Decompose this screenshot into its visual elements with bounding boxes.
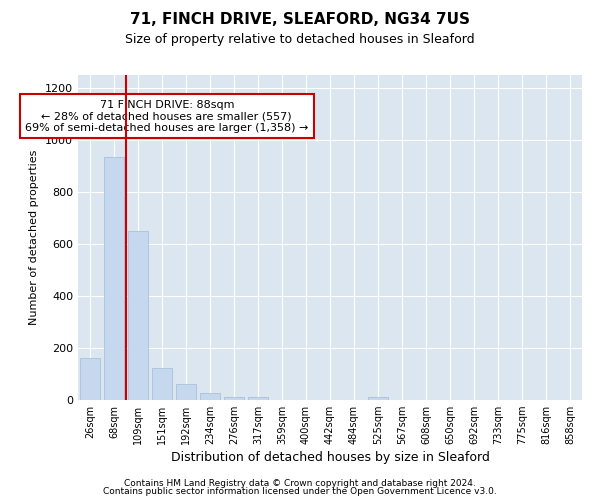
Y-axis label: Number of detached properties: Number of detached properties xyxy=(29,150,40,325)
Text: 71, FINCH DRIVE, SLEAFORD, NG34 7US: 71, FINCH DRIVE, SLEAFORD, NG34 7US xyxy=(130,12,470,28)
Bar xyxy=(200,392,220,400)
Text: 71 FINCH DRIVE: 88sqm
← 28% of detached houses are smaller (557)
69% of semi-det: 71 FINCH DRIVE: 88sqm ← 28% of detached … xyxy=(25,100,308,133)
Bar xyxy=(104,157,124,400)
Bar xyxy=(128,231,148,400)
Bar xyxy=(80,358,100,400)
Bar xyxy=(248,396,268,400)
Text: Size of property relative to detached houses in Sleaford: Size of property relative to detached ho… xyxy=(125,32,475,46)
X-axis label: Distribution of detached houses by size in Sleaford: Distribution of detached houses by size … xyxy=(170,452,490,464)
Bar xyxy=(224,396,244,400)
Bar xyxy=(152,368,172,400)
Text: Contains public sector information licensed under the Open Government Licence v3: Contains public sector information licen… xyxy=(103,487,497,496)
Text: Contains HM Land Registry data © Crown copyright and database right 2024.: Contains HM Land Registry data © Crown c… xyxy=(124,478,476,488)
Bar xyxy=(368,396,388,400)
Bar xyxy=(176,384,196,400)
